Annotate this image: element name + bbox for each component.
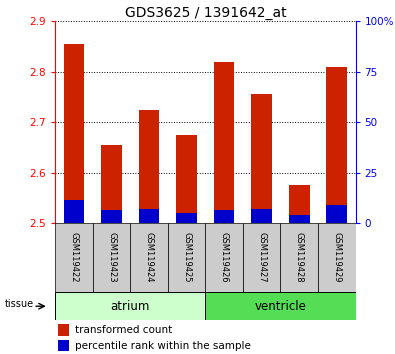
Bar: [139, 210, 160, 223]
Text: GSM119424: GSM119424: [145, 232, 154, 283]
Bar: [55, 223, 93, 292]
Bar: [289, 185, 310, 223]
Bar: [214, 62, 235, 223]
Bar: [205, 223, 243, 292]
Text: GSM119423: GSM119423: [107, 232, 116, 283]
Text: GSM119429: GSM119429: [332, 232, 341, 283]
Bar: [280, 223, 318, 292]
Bar: [58, 339, 69, 351]
Bar: [93, 223, 130, 292]
Bar: [176, 213, 197, 223]
Text: GSM119426: GSM119426: [220, 232, 229, 283]
Bar: [205, 292, 356, 320]
Bar: [64, 44, 85, 223]
Text: ventricle: ventricle: [254, 300, 307, 313]
Text: atrium: atrium: [111, 300, 150, 313]
Bar: [58, 324, 69, 336]
Bar: [101, 210, 122, 223]
Text: GSM119422: GSM119422: [70, 232, 79, 283]
Bar: [55, 292, 205, 320]
Bar: [130, 223, 168, 292]
Bar: [64, 200, 85, 223]
Bar: [176, 135, 197, 223]
Title: GDS3625 / 1391642_at: GDS3625 / 1391642_at: [124, 6, 286, 20]
Text: GSM119427: GSM119427: [257, 232, 266, 283]
Bar: [326, 205, 347, 223]
Text: GSM119428: GSM119428: [295, 232, 304, 283]
Bar: [289, 216, 310, 223]
Text: GSM119425: GSM119425: [182, 232, 191, 283]
Bar: [251, 95, 272, 223]
Bar: [243, 223, 280, 292]
Bar: [168, 223, 205, 292]
Bar: [326, 67, 347, 223]
Bar: [251, 209, 272, 223]
Bar: [139, 109, 160, 223]
Bar: [101, 145, 122, 223]
Text: percentile rank within the sample: percentile rank within the sample: [75, 341, 251, 350]
Bar: [214, 210, 235, 223]
Bar: [318, 223, 356, 292]
Text: tissue: tissue: [4, 299, 34, 309]
Text: transformed count: transformed count: [75, 325, 172, 335]
